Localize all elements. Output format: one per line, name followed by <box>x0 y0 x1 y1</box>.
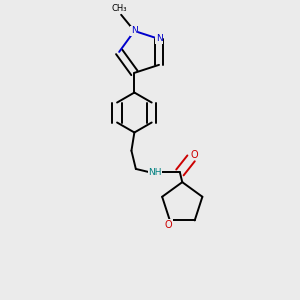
Text: O: O <box>165 220 172 230</box>
Text: N: N <box>156 34 162 43</box>
Text: O: O <box>190 149 198 160</box>
Text: CH₃: CH₃ <box>112 4 128 13</box>
Text: NH: NH <box>148 168 162 177</box>
Text: N: N <box>131 26 138 35</box>
